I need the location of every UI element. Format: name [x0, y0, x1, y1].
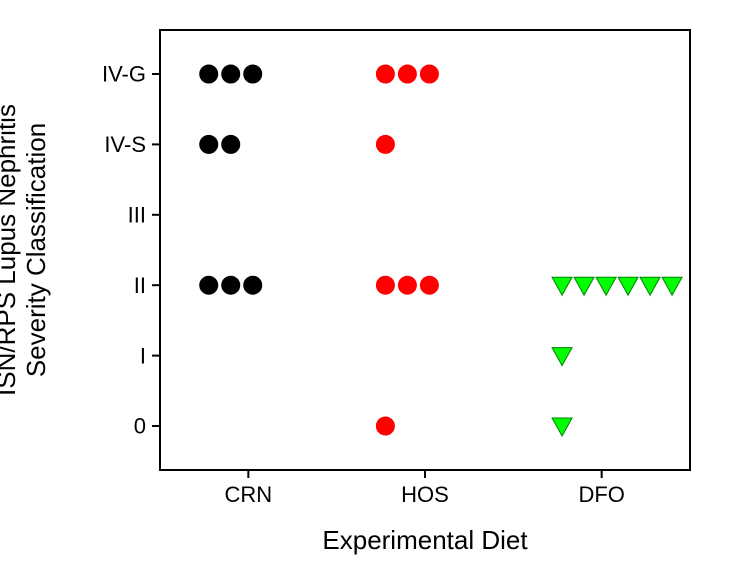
svg-text:ISN/RPS Lupus Nephritis: ISN/RPS Lupus Nephritis	[0, 104, 21, 396]
data-point-circle	[200, 65, 218, 83]
data-point-circle	[222, 65, 240, 83]
svg-text:Severity Classification: Severity Classification	[21, 123, 51, 377]
y-tick-label: IV-S	[104, 132, 146, 157]
x-tick-label: HOS	[401, 482, 449, 507]
y-tick-label: 0	[134, 414, 146, 439]
data-point-circle	[398, 276, 416, 294]
data-point-circle	[376, 135, 394, 153]
y-tick-label: III	[128, 203, 146, 228]
data-point-circle	[200, 276, 218, 294]
data-point-circle	[376, 276, 394, 294]
data-point-circle	[200, 135, 218, 153]
data-point-circle	[398, 65, 416, 83]
severity-chart: CRNHOSDFO0IIIIIIIV-SIV-GExperimental Die…	[0, 0, 732, 563]
y-tick-label: I	[140, 343, 146, 368]
y-tick-label: IV-G	[102, 62, 146, 87]
data-point-circle	[376, 417, 394, 435]
data-point-circle	[420, 65, 438, 83]
data-point-circle	[420, 276, 438, 294]
y-axis-label: ISN/RPS Lupus NephritisSeverity Classifi…	[0, 104, 51, 396]
data-point-circle	[244, 276, 262, 294]
data-point-circle	[222, 135, 240, 153]
data-point-circle	[222, 276, 240, 294]
data-point-circle	[244, 65, 262, 83]
x-axis-label: Experimental Diet	[322, 525, 528, 555]
y-tick-label: II	[134, 273, 146, 298]
x-tick-label: DFO	[578, 482, 624, 507]
x-tick-label: CRN	[224, 482, 272, 507]
data-point-circle	[376, 65, 394, 83]
